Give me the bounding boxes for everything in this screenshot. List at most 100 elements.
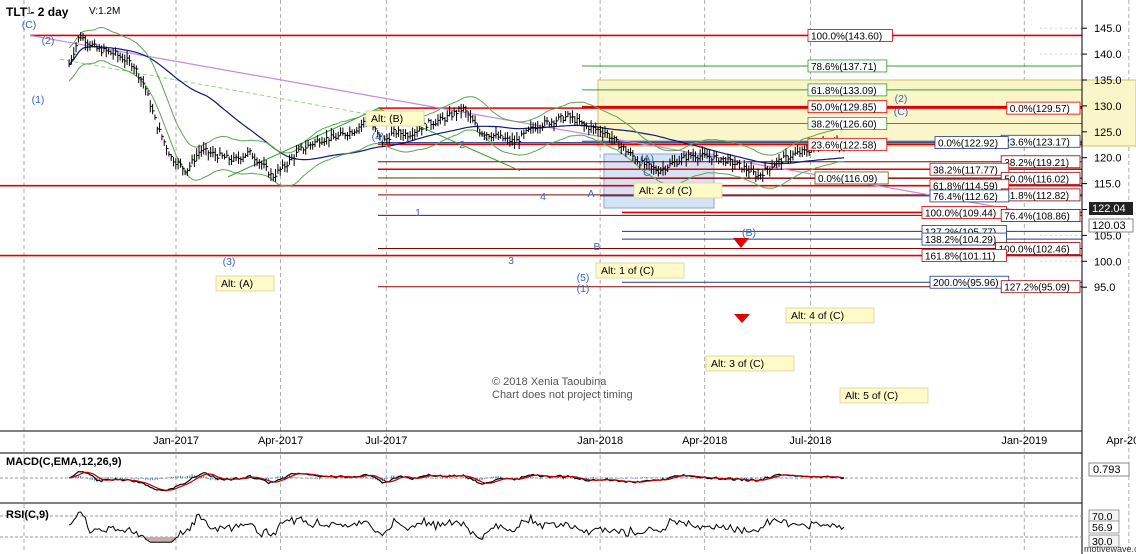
bollinger-lower <box>68 60 845 189</box>
fib-label: 138.2%(104.29) <box>925 235 996 246</box>
fib-label-box <box>921 249 1007 262</box>
y-tick-label: 135.0 <box>1094 75 1122 87</box>
fib-labels: 100.0%(143.60) 78.6%(137.71) 61.8%(133.09)… <box>807 29 1081 294</box>
wave-label: 1 <box>26 5 32 17</box>
annotation-label: Alt: 2 of (C) <box>639 185 692 197</box>
fib-label: 50.0%(116.02) <box>1004 174 1069 185</box>
x-tick-label: Jul-2018 <box>789 435 831 447</box>
annotation-box <box>839 387 929 404</box>
fib-label-box <box>807 100 888 114</box>
fib-label-box <box>1000 209 1081 222</box>
fib-label-box <box>807 137 888 151</box>
fib-label: 61.8%(133.09) <box>811 86 877 97</box>
wave-label: (A) <box>640 153 654 165</box>
annotation-box <box>633 182 723 199</box>
fib-label-box <box>807 83 888 97</box>
fib-label: 76.4%(108.86) <box>1004 211 1070 222</box>
y-tick-label: 105.0 <box>1094 230 1122 242</box>
symbol-title: TLT - 2 day <box>6 5 69 19</box>
y-tick-label: 145.0 <box>1094 23 1122 35</box>
y-tick-label: 120.0 <box>1094 153 1122 165</box>
x-tick-label: Jan-2017 <box>153 435 199 447</box>
wave-label: 2 <box>459 139 465 151</box>
fib-label-box <box>921 232 1007 246</box>
fib-label: 23.6%(122.58) <box>811 140 877 151</box>
fib-label: 100.0%(143.60) <box>811 31 882 42</box>
wave-label: (1) <box>577 283 590 295</box>
fib-label: 38.2%(126.60) <box>811 120 877 131</box>
wave-label: (2) <box>42 35 55 47</box>
y-tick-label: 100.0 <box>1094 256 1122 268</box>
rsi-panel: RSI(C,9) 70.056.9 30.0 motivewave.com <box>0 509 1136 554</box>
wave-label: (3) <box>223 256 236 268</box>
wave-label: (C) <box>22 19 37 31</box>
downtrend-line <box>29 34 1083 223</box>
wave-label: (2) <box>895 93 908 105</box>
fib-label: 100.0%(102.46) <box>999 245 1070 256</box>
wave-label: 3 <box>508 255 514 267</box>
annotation-label: Alt: (A) <box>221 278 253 290</box>
timing-disclaimer: Chart does not project timing <box>492 389 633 401</box>
annotation-label: Alt: 4 of (C) <box>791 310 844 322</box>
fib-label: 100.0%(109.44) <box>925 208 996 219</box>
price-bars <box>68 32 846 183</box>
annotation-box <box>595 262 685 279</box>
fib-label: 127.2%(95.09) <box>1004 283 1070 294</box>
y-tick-label: 95.0 <box>1094 282 1115 294</box>
fib-label: 0.0%(122.92) <box>938 139 998 150</box>
fib-label-box <box>1000 155 1081 169</box>
annotation-label: Alt: 1 of (C) <box>601 265 654 277</box>
copyright-line: © 2018 Xenia Taoubina <box>492 376 607 388</box>
x-tick-label: Apr-2019 <box>1106 435 1136 447</box>
macd-signal-line <box>68 471 845 491</box>
fib-label-box <box>934 136 1009 149</box>
macd-panel: MACD(C,EMA,12,26,9) 0.793 <box>0 452 1130 504</box>
fib-label: 61.8%(112.82) <box>1004 191 1069 202</box>
fib-label-box <box>814 171 889 185</box>
macd-value-box <box>1088 462 1130 477</box>
y-tick-label: 140.0 <box>1094 49 1122 61</box>
annotation-label: Alt: 5 of (C) <box>845 390 898 402</box>
wave-label: C <box>643 167 651 179</box>
right-axis: 95.0100.0105.0110.0115.0120.0125.0130.01… <box>1081 0 1134 554</box>
rsi-line <box>68 511 845 543</box>
fib-label-box <box>929 189 1010 203</box>
second-price-box <box>1088 218 1134 233</box>
fib-label: 61.8%(114.59) <box>933 182 998 193</box>
rsi-level-box <box>1088 534 1120 548</box>
dashed-trend-line <box>59 58 381 117</box>
rsi-title: RSI(C,9) <box>6 509 49 521</box>
last-price-label: 122.04 <box>1092 203 1126 215</box>
x-tick-label: Apr-2018 <box>682 435 727 447</box>
fib-label-box <box>1000 171 1081 185</box>
fib-label-box <box>807 59 888 73</box>
wave-label: (B) <box>742 227 756 239</box>
wave-label: 1 <box>415 207 421 219</box>
rsi-level-label: 30.0 <box>1092 536 1113 548</box>
annotation-box <box>215 275 275 292</box>
x-tick-label: Jul-2017 <box>365 435 407 447</box>
macd-value: 0.793 <box>1093 464 1121 476</box>
fib-label: 0.0%(129.57) <box>1010 104 1070 115</box>
annotation-box <box>785 307 875 324</box>
second-price-label: 120.03 <box>1092 220 1126 232</box>
y-tick-label: 130.0 <box>1094 101 1122 113</box>
bollinger-upper <box>68 26 845 156</box>
last-price-box <box>1089 202 1133 215</box>
fib-label-box <box>1006 101 1081 115</box>
annotation-box <box>705 355 795 372</box>
down-arrow-marker <box>733 238 749 248</box>
rsi-level-label: 56.9 <box>1092 522 1113 534</box>
rsi-level-box <box>1088 520 1120 534</box>
fib-label: 50.0%(129.85) <box>811 103 877 114</box>
x-tick-label: Jan-2019 <box>1001 435 1047 447</box>
fib-label: 76.4%(112.62) <box>933 192 998 203</box>
x-tick-label: Jan-2018 <box>577 435 623 447</box>
fib-label: 23.6%(123.17) <box>1004 137 1070 148</box>
fib-label: 161.8%(101.11) <box>925 252 995 263</box>
fib-label-box <box>995 242 1081 255</box>
down-arrow-marker <box>734 314 750 323</box>
fib-label-box <box>807 117 888 130</box>
